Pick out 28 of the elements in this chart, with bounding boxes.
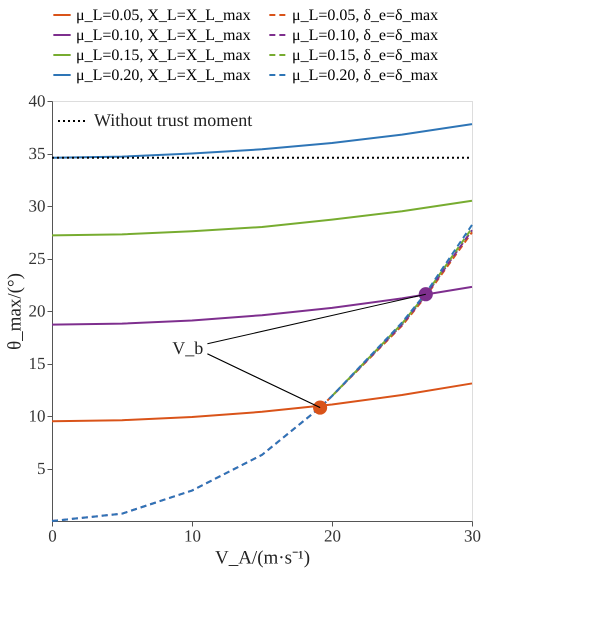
legend-label: Without trust moment — [94, 110, 252, 130]
annotation: V_b — [172, 338, 204, 358]
x-tick-label: 10 — [184, 526, 201, 546]
y-tick-label: 25 — [28, 249, 46, 268]
y-tick-label: 20 — [28, 302, 46, 320]
legend-label: μ_L=0.15, δ_e=δ_max — [292, 47, 438, 64]
line-series — [331, 227, 473, 398]
legend-label: μ_L=0.15, X_L=X_L_max — [76, 47, 251, 64]
legend-label: μ_L=0.10, δ_e=δ_max — [292, 27, 438, 44]
x-tick-label: 0 — [48, 526, 57, 546]
y-axis-title: θ_max/(°) — [4, 273, 26, 350]
x-axis-title: V_A/(m·s⁻¹) — [214, 548, 310, 568]
x-tick-label: 20 — [324, 526, 341, 546]
legend-label: μ_L=0.20, δ_e=δ_max — [292, 67, 438, 84]
legend-label: μ_L=0.20, X_L=X_L_max — [76, 67, 251, 84]
legend-label: μ_L=0.05, δ_e=δ_max — [292, 7, 438, 24]
x-tick-label: 30 — [464, 526, 481, 546]
y-tick-label: 35 — [28, 144, 46, 163]
y-tick-label: 30 — [28, 196, 46, 216]
legend-label: μ_L=0.10, X_L=X_L_max — [76, 27, 251, 44]
legend-label: μ_L=0.05, X_L=X_L_max — [76, 7, 251, 24]
y-tick-label: 40 — [28, 92, 46, 110]
line-series — [51, 382, 473, 422]
y-tick-label: 10 — [28, 406, 46, 426]
line-series — [51, 200, 473, 236]
y-tick-label: 15 — [28, 354, 46, 373]
y-tick-label: 5 — [37, 459, 46, 478]
line-series — [51, 286, 473, 326]
